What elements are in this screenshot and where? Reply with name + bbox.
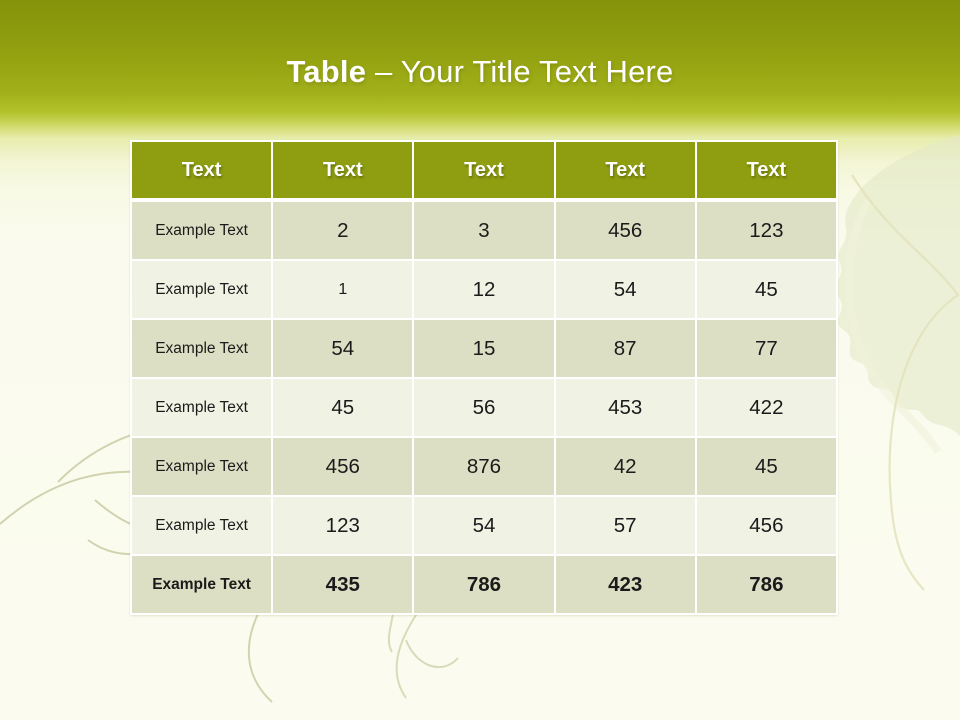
table-row-label: Example Text [132,556,272,613]
table-value-cell: 12 [414,261,554,318]
table-value-cell: 422 [696,379,836,436]
vine-tendril-bottom-icon [387,611,459,699]
table-header-cell-4: Text [555,142,695,200]
table-value-cell: 45 [696,261,836,318]
leaf-watermark-icon [835,135,960,591]
table-value-cell: 56 [414,379,554,436]
slide-title: Table – Your Title Text Here [0,54,960,90]
table-row-label: Example Text [132,379,272,436]
table-value-cell: 54 [273,320,413,377]
table-value-cell: 786 [696,556,836,613]
table-value-cell: 456 [696,497,836,554]
table-value-cell: 3 [414,202,554,259]
slide-table: Text Text Text Text Text Example Text 2 3 456 123… [130,140,838,615]
table-value-cell: 57 [555,497,695,554]
table-value-cell: 1 [273,261,413,318]
table-value-cell: 456 [273,438,413,495]
table-row-label: Example Text [132,261,272,318]
table-value-cell: 2 [273,202,413,259]
table-row-label: Example Text [132,497,272,554]
slide-title-text: Your Title Text Here [400,54,674,89]
table-value-cell: 54 [414,497,554,554]
table-header-cell-2: Text [273,142,413,200]
table-header-cell-1: Text [132,142,272,200]
table-value-cell: 123 [273,497,413,554]
table-value-cell: 876 [414,438,554,495]
table-header-cell-3: Text [414,142,554,200]
table-value-cell: 45 [273,379,413,436]
table-value-cell: 15 [414,320,554,377]
table-header-cell-5: Text [696,142,836,200]
table-value-cell: 54 [555,261,695,318]
table-value-cell: 87 [555,320,695,377]
table-value-cell: 786 [414,556,554,613]
table-row-label: Example Text [132,320,272,377]
table-value-cell: 42 [555,438,695,495]
table-row-label: Example Text [132,202,272,259]
table-value-cell: 456 [555,202,695,259]
table-value-cell: 423 [555,556,695,613]
slide-title-separator: – [374,54,393,89]
slide-title-keyword: Table [286,54,367,89]
table-value-cell: 123 [696,202,836,259]
table-value-cell: 453 [555,379,695,436]
table-value-cell: 45 [696,438,836,495]
table-value-cell: 77 [696,320,836,377]
table-value-cell: 435 [273,556,413,613]
table-row-label: Example Text [132,438,272,495]
